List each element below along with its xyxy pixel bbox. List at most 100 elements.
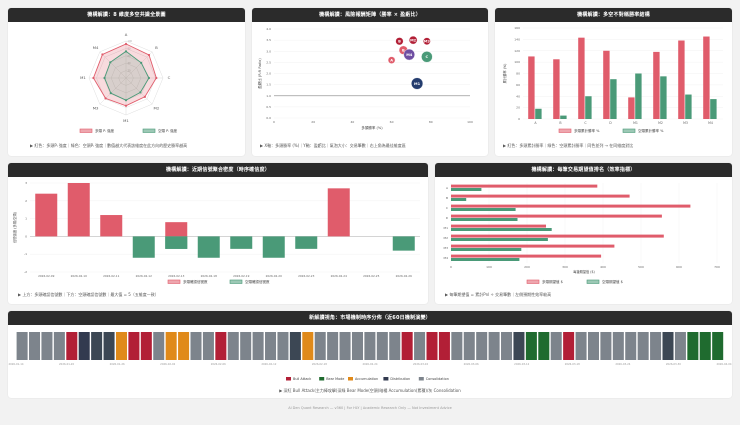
expect-x-tick: 0: [450, 265, 452, 269]
risk-bubble-label: C: [426, 55, 429, 59]
radar-point: [124, 42, 128, 46]
winrate-legend-bull-swatch: [558, 128, 572, 133]
radar-point: [143, 95, 146, 98]
density-y-tick: 2: [25, 199, 27, 203]
regime-legend-label: Accumulation: [355, 377, 378, 381]
winrate-bar: [578, 37, 585, 120]
winrate-bar: [710, 99, 717, 119]
expect-x-tick: 300: [562, 265, 568, 269]
risk-y-tick: 1.5: [266, 83, 271, 87]
density-x-tick: 2026-02-09: [38, 274, 54, 278]
winrate-y-tick: 20: [516, 106, 520, 110]
density-x-tick: 2026-02-20: [266, 274, 282, 278]
expect-bar: [451, 208, 516, 211]
density-note: ▶ 上方：多頭確認信號數｜下方：空頭確認信號數｜最大值 = 5（五維度一致）: [18, 292, 159, 297]
radar-point: [140, 61, 143, 64]
expect-x-label: 每筆期望值 ($): [573, 269, 594, 274]
regime-timeline-chart: 2026-01-14 2026-01-20 2026-01-26 2026-02-02…: [8, 332, 732, 381]
radar-point: [109, 92, 112, 95]
regime-legend-label: Bear Mode: [326, 377, 344, 381]
regime-cell: [215, 332, 227, 360]
radar-axis-label: M1: [123, 118, 129, 123]
expect-x-tick: 400: [600, 265, 606, 269]
regime-date-tick: 2026-03-24: [615, 362, 630, 366]
winrate-x-tick: A: [534, 121, 537, 125]
density-y-tick: 0: [25, 234, 27, 238]
density-x-tick: 2026-02-24: [331, 274, 347, 278]
winrate-legend-bear-swatch: [622, 128, 636, 133]
regime-legend-label: Consolidation: [426, 377, 449, 381]
regime-cell: [451, 332, 463, 360]
radar-point: [124, 104, 128, 107]
expect-bar: [451, 194, 630, 198]
risk-y-tick: 3.0: [266, 49, 271, 53]
regime-cell: [351, 332, 363, 360]
regime-cell: [66, 332, 78, 360]
regime-cell: [240, 332, 252, 360]
winrate-legend-bear-label: 空頭累計勝率 %: [638, 128, 664, 133]
regime-cell: [128, 332, 140, 360]
risk-x-tick: 80: [429, 120, 433, 124]
expect-bar: [451, 188, 482, 191]
winrate-y-tick: 40: [516, 94, 520, 98]
expect-bar: [451, 224, 546, 228]
radar-tick-label: 60: [128, 55, 132, 58]
regime-date-tick: 2026-01-20: [59, 362, 74, 366]
winrate-bar: [553, 59, 560, 119]
density-bar: [327, 188, 350, 237]
expect-legend-bear-swatch: [586, 279, 600, 284]
radar-point: [109, 61, 112, 64]
risk-y-tick: 4.0: [266, 27, 271, 31]
winrate-bar: [603, 50, 610, 119]
winrate-y-label: 累計勝率 (%): [502, 64, 507, 84]
winrate-bar: [653, 51, 660, 120]
winrate-x-tick: M2: [658, 121, 663, 125]
radar-axis-label: M4: [93, 45, 99, 50]
regime-date-tick: 2026-02-02: [160, 362, 175, 366]
expect-legend-bear-label: 空頭期望值 $: [602, 279, 623, 284]
radar-tick-label: 100: [128, 40, 133, 43]
winrate-x-tick: M4: [708, 121, 713, 125]
density-x-tick: 2026-02-26: [396, 274, 412, 278]
winrate-bar-chart: 0 20 40 60 80 100 120 140 160 累計勝率 (%) A B C D M1 M2 M3 M…: [502, 26, 723, 133]
radar-tick-label: 40: [128, 62, 132, 65]
expect-bar: [451, 184, 598, 188]
expect-y-tick: M4: [444, 256, 449, 260]
risk-bubble-label: B: [402, 48, 405, 52]
density-bar: [132, 236, 155, 258]
regime-cell: [376, 332, 388, 360]
risk-x-tick: 100: [467, 120, 473, 124]
regime-cell: [327, 332, 339, 360]
regime-cell: [178, 332, 190, 360]
radar-axis-label: M3: [93, 106, 99, 111]
regime-cell: [153, 332, 165, 360]
winrate-bar: [685, 94, 692, 119]
risk-bubble: [421, 51, 433, 63]
radar-point: [139, 91, 142, 94]
regime-cell: [140, 332, 152, 360]
winrate-y-tick: 60: [516, 83, 520, 87]
radar-spoke: [99, 51, 127, 79]
radar-axis-label: M2: [154, 106, 160, 111]
regime-cell: [16, 332, 28, 360]
regime-cell: [41, 332, 53, 360]
regime-cell: [538, 332, 550, 360]
density-y-label: 信號強度 (多頭/空頭): [12, 212, 17, 243]
density-x-tick: 2026-02-12: [136, 274, 152, 278]
regime-cell: [339, 332, 351, 360]
expect-legend-bull-label: 多頭期望值 $: [542, 279, 563, 284]
winrate-bar: [660, 76, 667, 119]
regime-cell: [302, 332, 314, 360]
risk-y-tick: 1.0: [266, 94, 271, 98]
winrate-x-tick: M1: [633, 121, 638, 125]
radar-axis-label: C: [168, 75, 171, 80]
winrate-bar: [560, 115, 567, 119]
regime-cell: [227, 332, 239, 360]
radar-panel: 機構解讀：8 維度多空共識全景圖 20 40 60 80 100 A B C M2 M1 M3 M1 M…: [8, 8, 245, 156]
risk-panel-title: 機構解讀：風險報酬矩陣（勝率 × 盈虧比）: [252, 8, 488, 22]
winrate-panel: 機構解讀：多空不對稱勝率結構 0 20 40 60 80 100 120 140 160 累計勝率…: [495, 8, 732, 156]
expect-x-tick: 600: [676, 265, 682, 269]
expect-bar: [451, 244, 615, 248]
risk-y-tick: 2.5: [266, 60, 271, 64]
